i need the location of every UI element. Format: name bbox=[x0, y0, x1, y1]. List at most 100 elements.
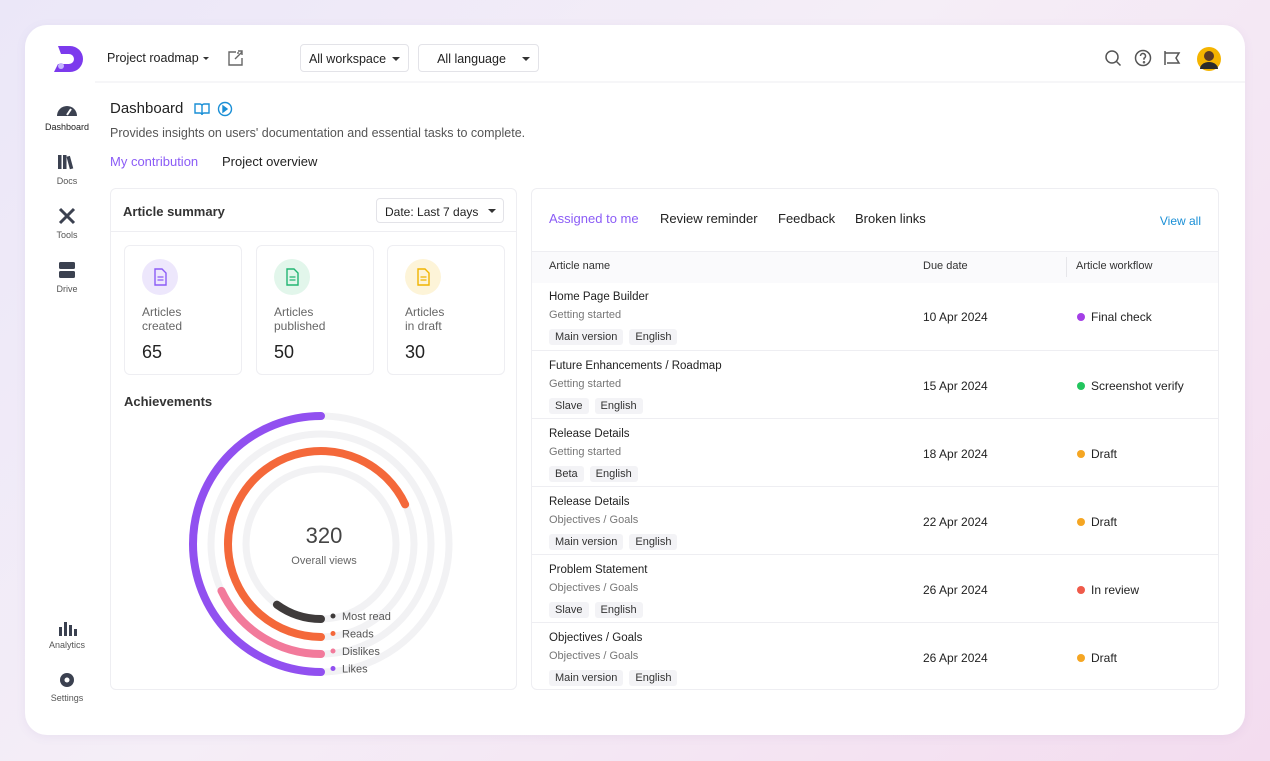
radial-bar bbox=[189, 412, 325, 676]
article-tags: Main version English bbox=[549, 327, 683, 345]
table-row[interactable]: Objectives / Goals Objectives / Goals Main… bbox=[532, 622, 1218, 691]
page-description: Provides insights on users' documentatio… bbox=[110, 126, 526, 140]
guide-icon[interactable] bbox=[194, 103, 210, 116]
view-all-link[interactable]: View all bbox=[1159, 214, 1201, 228]
article-tags: Main version English bbox=[549, 668, 683, 686]
panel-title: Article summary bbox=[123, 204, 225, 219]
stat-value: 30 bbox=[405, 342, 426, 362]
article-category: Objectives / Goals bbox=[549, 650, 639, 662]
radial-bar bbox=[217, 586, 325, 658]
tag: Main version bbox=[549, 329, 624, 345]
sidebar-label[interactable]: Tools bbox=[56, 230, 78, 240]
legend-swatch bbox=[330, 613, 336, 619]
stat-label: Articles bbox=[405, 305, 445, 319]
tag: Main version bbox=[549, 534, 624, 550]
table-row[interactable]: Problem Statement Objectives / Goals Slave… bbox=[532, 554, 1218, 623]
task-tab[interactable]: Review reminder bbox=[660, 211, 758, 226]
open-external-icon[interactable] bbox=[228, 50, 243, 66]
stat-icon bbox=[274, 259, 310, 295]
drive-icon[interactable] bbox=[59, 262, 75, 278]
docs-icon[interactable] bbox=[58, 155, 74, 170]
article-name: Release Details bbox=[549, 496, 630, 508]
article-category: Objectives / Goals bbox=[549, 582, 639, 594]
tag: English bbox=[589, 466, 638, 482]
stat-icon-glyph bbox=[154, 268, 167, 286]
sidebar-label[interactable]: Dashboard bbox=[44, 122, 90, 132]
table-row[interactable]: Release Details Objectives / Goals Main ve… bbox=[532, 486, 1218, 555]
stat-label: Articles bbox=[274, 305, 314, 319]
legend-label: Most read bbox=[342, 611, 391, 623]
search-icon[interactable] bbox=[1105, 50, 1122, 67]
sidebar-label[interactable]: Analytics bbox=[48, 640, 85, 650]
article-tags: Main version English bbox=[549, 532, 683, 550]
tag: Slave bbox=[549, 602, 589, 618]
stat-label: published bbox=[274, 319, 326, 333]
tag: Main version bbox=[549, 670, 624, 686]
legend-swatch bbox=[330, 666, 336, 671]
radial-bar bbox=[224, 447, 410, 641]
avatar[interactable] bbox=[1197, 47, 1221, 71]
table-row[interactable]: Home Page Builder Getting started Main ver… bbox=[532, 282, 1218, 350]
announcement-icon[interactable] bbox=[1164, 51, 1181, 65]
task-tab[interactable]: Assigned to me bbox=[549, 211, 639, 226]
stat-label: Articles bbox=[142, 305, 182, 319]
dropdown-caret bbox=[522, 57, 530, 61]
table-row[interactable]: Future Enhancements / Roadmap Getting sta… bbox=[532, 350, 1218, 419]
stat-label: created bbox=[142, 319, 183, 333]
task-tab[interactable]: Broken links bbox=[855, 211, 926, 226]
analytics-icon[interactable] bbox=[59, 622, 77, 636]
project-selector[interactable]: Project roadmap bbox=[107, 51, 199, 65]
sidebar-label[interactable]: Settings bbox=[50, 693, 84, 703]
stat-value: 65 bbox=[142, 342, 163, 362]
article-name: Future Enhancements / Roadmap bbox=[549, 360, 722, 372]
sidebar-label[interactable]: Drive bbox=[56, 284, 78, 294]
stat-icon-glyph bbox=[417, 268, 430, 286]
tasks-panel: Assigned to me Review reminder Feedback Bro… bbox=[531, 188, 1219, 690]
workflow-status: In review bbox=[1091, 583, 1140, 597]
achievements-chart: 320 Overall views Most read Reads Dislikes Li… bbox=[189, 412, 453, 676]
tag: English bbox=[594, 602, 643, 618]
center-label: Overall views bbox=[291, 555, 357, 567]
legend-swatch bbox=[330, 631, 336, 636]
select[interactable]: All language bbox=[418, 44, 539, 72]
due-date: 15 Apr 2024 bbox=[923, 379, 988, 393]
table-row[interactable]: Release Details Getting started Beta Englis… bbox=[532, 418, 1218, 487]
page-tab[interactable]: My contribution bbox=[110, 154, 199, 169]
status-dot bbox=[1077, 654, 1085, 662]
summary-panel: Article summary Date: Last 7 days Articles… bbox=[110, 188, 517, 690]
stat-card: Articles created 65 bbox=[124, 245, 242, 375]
article-tags: Slave English bbox=[549, 600, 649, 618]
article-name: Problem Statement bbox=[549, 564, 648, 576]
dropdown-caret bbox=[203, 57, 209, 60]
article-category: Getting started bbox=[549, 446, 622, 458]
help-icon[interactable] bbox=[1134, 49, 1152, 67]
workflow-status: Draft bbox=[1091, 447, 1118, 461]
settings-icon[interactable] bbox=[60, 673, 74, 687]
status-dot bbox=[1077, 313, 1085, 321]
article-category: Getting started bbox=[549, 309, 622, 321]
date-filter-label: Date: Last 7 days bbox=[385, 205, 479, 219]
panel-divider bbox=[111, 231, 516, 232]
workflow-status: Draft bbox=[1091, 651, 1118, 665]
video-icon[interactable] bbox=[217, 101, 233, 117]
dashboard-icon[interactable] bbox=[57, 106, 77, 116]
column-header: Due date bbox=[923, 260, 968, 272]
column-divider bbox=[1066, 257, 1067, 277]
page-title: Dashboard bbox=[110, 100, 184, 117]
due-date: 26 Apr 2024 bbox=[923, 651, 988, 665]
stat-label: in draft bbox=[405, 319, 442, 333]
sidebar-label[interactable]: Docs bbox=[56, 176, 78, 186]
legend-label: Reads bbox=[342, 629, 374, 641]
tools-icon[interactable] bbox=[58, 207, 76, 225]
page-tab[interactable]: Project overview bbox=[222, 154, 318, 169]
tag: English bbox=[629, 329, 678, 345]
chart-title: Achievements bbox=[124, 394, 213, 409]
task-tab[interactable]: Feedback bbox=[778, 211, 836, 226]
select[interactable]: All workspace bbox=[300, 44, 409, 72]
workflow-status: Draft bbox=[1091, 515, 1118, 529]
date-filter[interactable]: Date: Last 7 days bbox=[376, 198, 504, 223]
dropdown-caret bbox=[392, 57, 400, 61]
stat-card: Articles published 50 bbox=[256, 245, 374, 375]
